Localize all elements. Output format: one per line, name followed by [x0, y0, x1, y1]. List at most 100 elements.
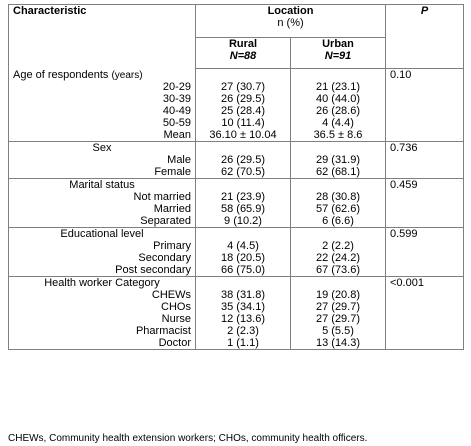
spacer: [295, 142, 381, 154]
rural-value: 38 (31.8): [220, 289, 266, 301]
group-title: Health worker Category: [44, 277, 160, 289]
row-label: 50-59: [162, 116, 191, 129]
rural-value: 21 (23.9): [220, 191, 266, 203]
rural-value: 2 (2.3): [227, 325, 259, 337]
group-title-suffix: (years): [111, 69, 143, 81]
urban-value: 27 (29.7): [315, 313, 361, 325]
group-title: Educational level: [60, 228, 144, 240]
spacer: [295, 228, 381, 240]
group-title-line: Educational level: [13, 228, 191, 240]
rural-value: 18 (20.5): [220, 252, 266, 264]
rural-header: Rural: [228, 38, 258, 50]
rural-values-cell: 4 (4.5) 18 (20.5) 66 (75.0): [195, 227, 291, 277]
rural-value: 9 (10.2): [224, 215, 262, 227]
spacer: [295, 179, 381, 191]
urban-header: Urban: [322, 38, 354, 50]
group-row: Marital status Not married Married Separate…: [8, 178, 464, 228]
row-label: Doctor: [158, 337, 191, 349]
rural-values-cell: 38 (31.8) 35 (34.1) 12 (13.6) 2 (2.3) 1 (1.1…: [195, 276, 291, 350]
characteristic-header-cell: Characteristic: [8, 4, 196, 69]
row-label: Separated: [140, 215, 191, 227]
urban-values-cell: 2 (2.2) 22 (24.2) 67 (73.6): [290, 227, 386, 277]
p-header-cell: P: [385, 4, 464, 69]
row-label: 20-29: [162, 80, 191, 93]
rural-value: 26 (29.5): [220, 154, 266, 166]
urban-value: 5 (5.5): [322, 325, 354, 337]
rural-header-cell: Rural N=88: [195, 37, 291, 69]
p-value-cell: 0.10: [385, 68, 464, 142]
row-label: Not married: [133, 191, 191, 203]
row-label: Nurse: [161, 313, 191, 325]
urban-n: N=91: [324, 50, 352, 62]
characteristic-header: Characteristic: [13, 5, 87, 17]
spacer: [295, 69, 381, 81]
group-title: Age of respondents: [13, 68, 109, 81]
group-label-cell: Health worker Category CHEWs CHOs Nurse Phar…: [8, 276, 196, 350]
rural-value: 10 (11.4): [221, 117, 265, 129]
group-label-cell: Sex Male Female: [8, 141, 196, 179]
row-label: Secondary: [138, 252, 191, 264]
p-value: 0.599: [390, 228, 418, 240]
spacer: [200, 277, 286, 289]
urban-value: 62 (68.1): [315, 166, 361, 178]
group-row: Health worker Category CHEWs CHOs Nurse Phar…: [8, 276, 464, 350]
rural-values-cell: 21 (23.9) 58 (65.9) 9 (10.2): [195, 178, 291, 228]
p-value: 0.459: [390, 179, 418, 191]
rural-value: 26 (29.5): [220, 93, 266, 105]
row-label: Female: [154, 166, 191, 178]
group-label-cell: Marital status Not married Married Separate…: [8, 178, 196, 228]
group-title-line: Health worker Category: [13, 277, 191, 289]
rural-value: 58 (65.9): [220, 203, 266, 215]
row-label: 30-39: [162, 92, 191, 105]
p-value-cell: 0.599: [385, 227, 464, 277]
row-label: Male: [167, 154, 191, 166]
urban-value: 19 (20.8): [315, 289, 361, 301]
urban-value: 26 (28.6): [315, 105, 361, 117]
rural-value: 35 (34.1): [220, 301, 266, 313]
characteristics-table: Characteristic Location n (%) P Rural N=…: [8, 4, 464, 350]
rural-values-cell: 27 (30.7) 26 (29.5) 25 (28.4) 10 (11.4) 36.1…: [195, 68, 291, 142]
urban-value: 6 (6.6): [322, 215, 354, 227]
urban-value: 29 (31.9): [315, 154, 361, 166]
urban-value: 57 (62.6): [315, 203, 361, 215]
row-label: CHOs: [161, 301, 191, 313]
location-header-cell: Location n (%): [195, 4, 386, 38]
group-row: Sex Male Female 26 (29.5) 62 (70.5) 29 (31.9)…: [8, 141, 464, 179]
rural-value: 62 (70.5): [220, 166, 266, 178]
group-label-cell: Educational level Primary Secondary Post se…: [8, 227, 196, 277]
row-label: Post secondary: [115, 264, 191, 276]
p-value: 0.736: [390, 142, 418, 154]
location-header: Location: [267, 5, 314, 17]
row-label: Married: [153, 203, 191, 215]
rural-value: 66 (75.0): [220, 264, 266, 276]
urban-value: 21 (23.1): [315, 81, 361, 93]
group-title-line: Sex: [13, 142, 191, 154]
spacer: [200, 179, 286, 191]
urban-value: 28 (30.8): [315, 191, 361, 203]
p-header: P: [420, 5, 429, 17]
group-title: Marital status: [69, 179, 135, 191]
spacer: [200, 228, 286, 240]
header-row-2: Rural N=88 Urban N=91: [9, 37, 464, 69]
row-label: 40-49: [162, 104, 191, 117]
group-row: Educational level Primary Secondary Post se…: [8, 227, 464, 277]
urban-value: 13 (14.3): [315, 337, 361, 349]
p-value-cell: 0.459: [385, 178, 464, 228]
urban-values-cell: 21 (23.1) 40 (44.0) 26 (28.6) 4 (4.4) 36.5 ±…: [290, 68, 386, 142]
rural-values-cell: 26 (29.5) 62 (70.5): [195, 141, 291, 179]
urban-values-cell: 19 (20.8) 27 (29.7) 27 (29.7) 5 (5.5) 13 (14…: [290, 276, 386, 350]
p-value: 0.10: [390, 69, 412, 81]
group-row: Age of respondents (years) 20-29 30-39 40-4…: [8, 68, 464, 142]
group-label-cell: Age of respondents (years) 20-29 30-39 40-4…: [8, 68, 196, 142]
group-title-line: Age of respondents (years): [13, 69, 191, 81]
urban-value: 40 (44.0): [315, 93, 361, 105]
urban-header-cell: Urban N=91: [290, 37, 386, 69]
row-label: Primary: [153, 240, 191, 252]
rural-n: N=88: [229, 50, 257, 62]
group-title: Sex: [92, 142, 112, 154]
urban-values-cell: 29 (31.9) 62 (68.1): [290, 141, 386, 179]
p-value-cell: 0.736: [385, 141, 464, 179]
footnote: CHEWs, Community health extension worker…: [8, 433, 368, 444]
spacer: [200, 142, 286, 154]
